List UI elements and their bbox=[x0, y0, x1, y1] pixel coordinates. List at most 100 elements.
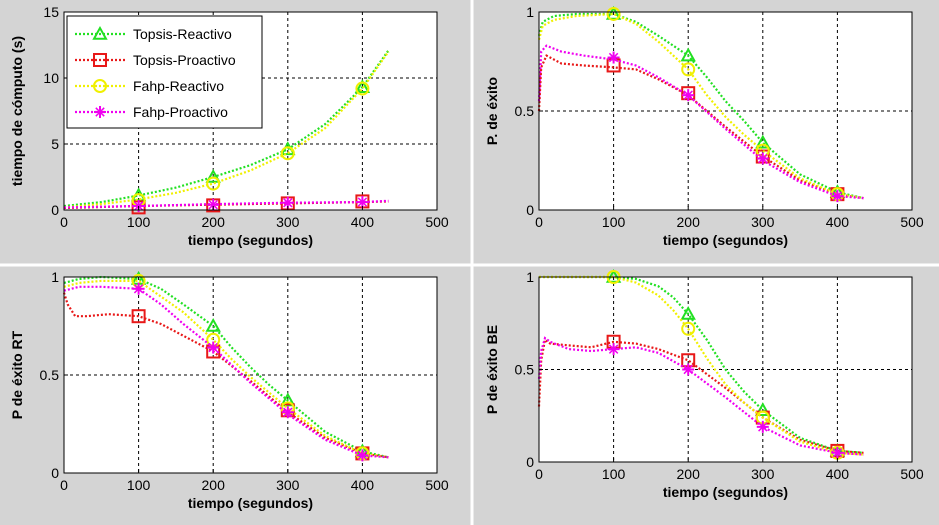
series-marker bbox=[681, 62, 696, 77]
series-marker bbox=[606, 6, 621, 21]
y-tick-label: 5 bbox=[51, 136, 59, 152]
series-marker bbox=[682, 89, 695, 102]
legend-entries: Topsis-Reactivo Topsis-Proactivo Fahp-Reac… bbox=[75, 25, 236, 120]
series-marker bbox=[607, 343, 620, 356]
series-marker bbox=[280, 146, 295, 161]
y-tick-label: 1 bbox=[526, 269, 534, 285]
legend-marker bbox=[92, 25, 108, 40]
x-tick-label: 200 bbox=[677, 466, 701, 482]
x-tick-label: 200 bbox=[202, 214, 226, 230]
x-tick-label: 400 bbox=[351, 477, 375, 493]
axes-frame bbox=[63, 11, 438, 211]
series-marker bbox=[831, 446, 844, 459]
y-tick-label: 0.5 bbox=[515, 362, 535, 378]
x-tick-label: 300 bbox=[751, 214, 775, 230]
y-tick-label: 0.5 bbox=[40, 367, 60, 383]
x-tick-label: 200 bbox=[202, 477, 226, 493]
x-tick-label: 300 bbox=[751, 466, 775, 482]
series-marker bbox=[605, 268, 622, 283]
series-marker bbox=[206, 176, 221, 191]
legend-entry-label: Topsis-Proactivo bbox=[133, 52, 236, 68]
series-marker bbox=[607, 51, 620, 64]
series-marker bbox=[131, 309, 146, 324]
x-tick-label: 400 bbox=[351, 214, 375, 230]
series-marker bbox=[681, 321, 696, 336]
series-line bbox=[539, 275, 864, 456]
chart-panel-computation-time: 0 100 200 300 400 500 0 5 10 15 tiempo (segundos)… bbox=[9, 4, 449, 248]
legend-marker bbox=[94, 106, 106, 118]
x-tick-label: 100 bbox=[602, 466, 626, 482]
x-tick-label: 500 bbox=[425, 214, 449, 230]
series-line bbox=[63, 279, 389, 459]
x-tick-label: 0 bbox=[60, 477, 68, 493]
y-tick-label: 0 bbox=[526, 454, 534, 470]
x-tick-label: 300 bbox=[276, 214, 300, 230]
x-tick-label: 100 bbox=[127, 477, 151, 493]
series-marker bbox=[756, 420, 769, 433]
series-marker bbox=[354, 79, 371, 94]
x-tick-label: 100 bbox=[602, 214, 626, 230]
x-tick-label: 0 bbox=[535, 214, 543, 230]
series-marker bbox=[680, 305, 696, 320]
series-marker bbox=[755, 134, 771, 149]
tick-labels: 0 100 200 300 400 500 0 0.5 1 bbox=[515, 269, 924, 482]
x-tick-label: 300 bbox=[276, 477, 300, 493]
y-tick-label: 0 bbox=[51, 202, 59, 218]
y-axis-label: P. de éxito bbox=[484, 77, 500, 145]
series-marker bbox=[831, 190, 844, 203]
y-tick-label: 10 bbox=[43, 70, 59, 86]
series-layer bbox=[537, 5, 864, 203]
legend-marker bbox=[93, 53, 107, 67]
tick-labels: 0 100 200 300 400 500 0 5 10 15 bbox=[43, 4, 448, 230]
tick-labels: 0 100 200 300 400 500 0 0.5 1 bbox=[40, 269, 449, 493]
series-line bbox=[537, 44, 864, 200]
tick-labels: 0 100 200 300 400 500 0 0.5 1 bbox=[515, 4, 924, 230]
series-marker bbox=[205, 168, 221, 183]
series-marker bbox=[207, 341, 220, 354]
series-marker bbox=[682, 363, 695, 376]
x-tick-label: 0 bbox=[60, 214, 68, 230]
x-tick-label: 500 bbox=[425, 477, 449, 493]
grid-lines bbox=[539, 12, 912, 210]
x-tick-label: 100 bbox=[127, 214, 151, 230]
series-marker bbox=[755, 402, 771, 416]
x-tick-label: 500 bbox=[900, 214, 924, 230]
series-marker bbox=[281, 406, 294, 419]
legend-entry-label: Fahp-Proactivo bbox=[133, 104, 228, 120]
series-line bbox=[537, 12, 864, 200]
y-tick-label: 0.5 bbox=[515, 103, 535, 119]
legend-marker bbox=[93, 79, 107, 93]
x-tick-label: 400 bbox=[826, 466, 850, 482]
y-axis-label: P de éxito RT bbox=[9, 330, 25, 419]
series-marker bbox=[680, 47, 696, 62]
legend-entry-label: Topsis-Reactivo bbox=[133, 26, 232, 42]
x-axis-label: tiempo (segundos) bbox=[188, 232, 313, 248]
x-tick-label: 400 bbox=[826, 214, 850, 230]
series-line bbox=[63, 49, 390, 208]
legend-entry-label: Fahp-Reactivo bbox=[133, 78, 224, 94]
x-tick-label: 0 bbox=[535, 466, 543, 482]
series-layer bbox=[537, 268, 864, 460]
y-tick-label: 15 bbox=[43, 4, 59, 20]
series-line bbox=[539, 275, 864, 454]
series-line bbox=[537, 12, 864, 200]
series-line bbox=[537, 338, 864, 454]
y-axis-label: tiempo de cómputo (s) bbox=[9, 36, 25, 186]
legend: Topsis-Reactivo Topsis-Proactivo Fahp-Reac… bbox=[66, 15, 263, 129]
x-axis-label: tiempo (segundos) bbox=[188, 495, 313, 511]
x-tick-label: 200 bbox=[677, 214, 701, 230]
series-marker bbox=[205, 317, 221, 332]
y-tick-label: 0 bbox=[51, 465, 59, 481]
series-line bbox=[62, 292, 389, 459]
x-tick-label: 500 bbox=[900, 466, 924, 482]
series-line bbox=[63, 50, 390, 209]
x-axis-label: tiempo (segundos) bbox=[663, 484, 788, 500]
y-tick-label: 0 bbox=[526, 202, 534, 218]
series-marker bbox=[132, 282, 145, 295]
series-line bbox=[537, 54, 864, 200]
series-marker bbox=[756, 152, 769, 165]
